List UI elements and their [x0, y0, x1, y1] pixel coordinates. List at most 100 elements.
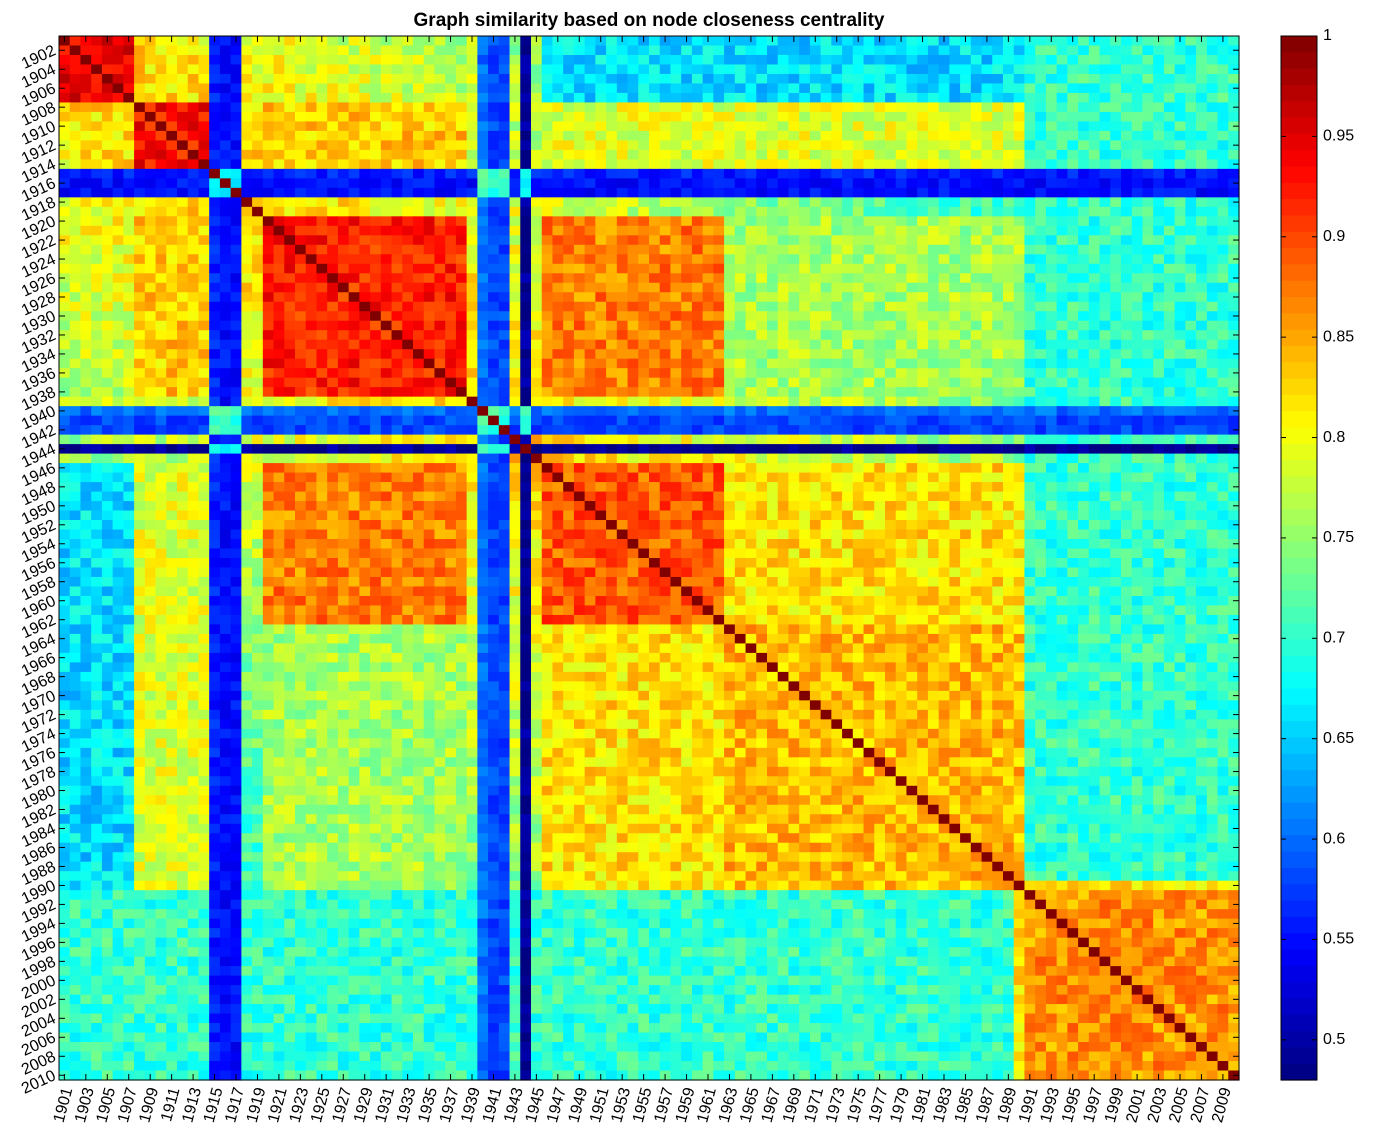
heatmap-cell	[520, 444, 532, 455]
heatmap-cell	[863, 453, 875, 464]
heatmap-cell	[799, 254, 811, 265]
heatmap-cell	[348, 73, 360, 85]
heatmap-cell	[724, 311, 736, 322]
heatmap-cell	[477, 111, 489, 123]
heatmap-cell	[423, 54, 436, 66]
heatmap-cell	[413, 282, 425, 293]
heatmap-cell	[1121, 387, 1133, 398]
heatmap-cell	[552, 406, 564, 417]
heatmap-cell	[724, 149, 736, 160]
heatmap-cell	[1088, 415, 1101, 426]
heatmap-cell	[842, 159, 854, 170]
heatmap-cell	[659, 292, 672, 303]
heatmap-cell	[80, 406, 92, 417]
heatmap-cell	[1121, 263, 1133, 274]
heatmap-cell	[638, 425, 650, 436]
heatmap-cell	[702, 102, 714, 113]
heatmap-cell	[531, 130, 543, 141]
heatmap-cell	[1099, 330, 1111, 341]
heatmap-cell	[1035, 254, 1047, 265]
heatmap-cell	[638, 178, 650, 189]
heatmap-cell	[627, 54, 639, 66]
heatmap-cell	[531, 320, 543, 331]
heatmap-cell	[434, 178, 446, 189]
heatmap-cell	[166, 187, 178, 198]
heatmap-cell	[906, 216, 918, 227]
heatmap-cell	[1228, 149, 1240, 160]
heatmap-cell	[69, 111, 82, 123]
heatmap-cell	[1174, 368, 1186, 379]
heatmap-cell	[638, 197, 650, 208]
heatmap-cell	[1142, 387, 1154, 398]
heatmap-cell	[1185, 159, 1197, 170]
heatmap-cell	[1088, 73, 1101, 85]
heatmap-cell	[734, 396, 747, 407]
heatmap-cell	[262, 330, 275, 341]
heatmap-cell	[359, 168, 371, 179]
heatmap-cell	[616, 273, 629, 284]
heatmap-cell	[691, 130, 704, 141]
heatmap-cell	[970, 292, 983, 303]
heatmap-cell	[777, 387, 790, 398]
heatmap-cell	[1056, 453, 1068, 464]
heatmap-cell	[1163, 159, 1176, 170]
heatmap-cell	[91, 425, 103, 436]
heatmap-cell	[219, 54, 232, 66]
heatmap-cell	[69, 406, 82, 417]
heatmap-cell	[767, 263, 779, 274]
heatmap-cell	[713, 45, 725, 56]
heatmap-cell	[1099, 377, 1111, 388]
heatmap-cell	[262, 64, 275, 75]
heatmap-cell	[1099, 197, 1111, 208]
heatmap-cell	[455, 168, 468, 179]
heatmap-cell	[938, 339, 950, 350]
heatmap-cell	[563, 216, 575, 227]
heatmap-cell	[885, 415, 897, 426]
heatmap-cell	[155, 45, 167, 56]
heatmap-cell	[595, 235, 607, 246]
heatmap-cell	[885, 159, 897, 170]
heatmap-cell	[284, 140, 296, 151]
heatmap-cell	[1035, 187, 1047, 198]
heatmap-cell	[756, 216, 768, 227]
heatmap-cell	[1035, 83, 1047, 94]
heatmap-cell	[927, 415, 940, 426]
heatmap-cell	[863, 301, 875, 312]
heatmap-cell	[1142, 178, 1154, 189]
heatmap-cell	[831, 358, 843, 369]
heatmap-cell	[595, 263, 607, 274]
heatmap-cell	[584, 45, 596, 56]
heatmap-cell	[327, 292, 339, 303]
heatmap-cell	[1153, 320, 1165, 331]
heatmap-cell	[938, 235, 950, 246]
heatmap-cell	[134, 434, 146, 445]
heatmap-cell	[295, 235, 307, 246]
heatmap-cell	[831, 187, 843, 198]
heatmap-cell	[863, 368, 875, 379]
heatmap-cell	[445, 368, 457, 379]
heatmap-cell	[627, 273, 639, 284]
heatmap-cell	[691, 396, 704, 407]
heatmap-cell	[295, 358, 307, 369]
heatmap-cell	[1035, 368, 1047, 379]
heatmap-cell	[606, 206, 618, 217]
heatmap-cell	[702, 64, 714, 75]
heatmap-cell	[1121, 377, 1133, 388]
heatmap-cell	[616, 396, 629, 407]
heatmap-cell	[970, 197, 983, 208]
heatmap-cell	[498, 36, 511, 47]
heatmap-cell	[552, 178, 564, 189]
heatmap-cell	[756, 111, 768, 123]
heatmap-cell	[1196, 54, 1208, 66]
heatmap-cell	[767, 339, 779, 350]
heatmap-cell	[981, 415, 993, 426]
heatmap-cell	[809, 311, 822, 322]
heatmap-cell	[273, 92, 285, 104]
heatmap-cell	[627, 168, 639, 179]
heatmap-cell	[305, 197, 318, 208]
heatmap-cell	[627, 396, 639, 407]
heatmap-cell	[305, 130, 318, 141]
heatmap-cell	[745, 111, 757, 123]
heatmap-cell	[177, 197, 189, 208]
heatmap-cell	[863, 216, 875, 227]
